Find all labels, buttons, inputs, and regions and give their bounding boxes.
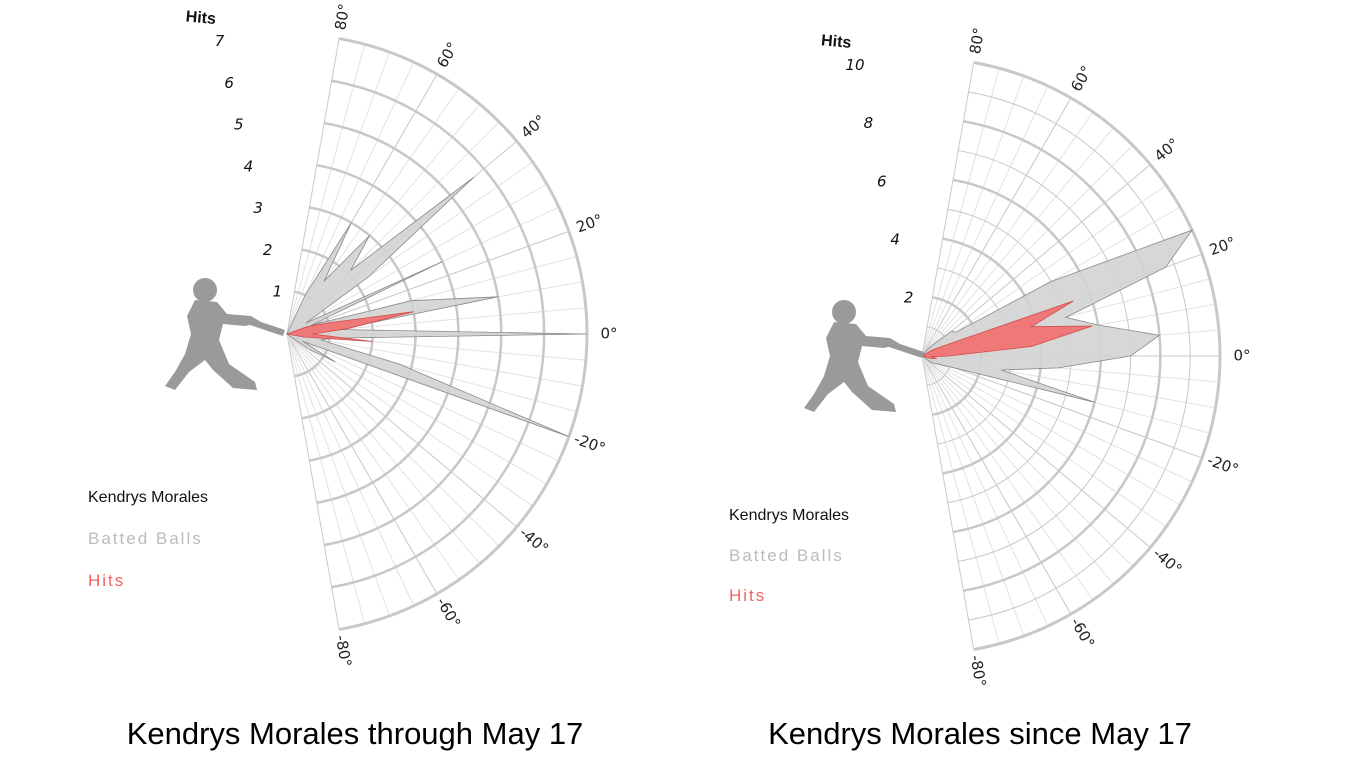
- radial-tick-label: 7: [215, 32, 225, 50]
- chart-since-may-17: 80° 60° 40° 20° 0° -20° -40° -60° -80° 2 4 6 8 10 Hits…: [729, 26, 1251, 751]
- grid-spoke: [286, 333, 560, 462]
- angle-tick-label: 80°: [966, 26, 988, 55]
- radial-tick-label: 8: [864, 114, 874, 132]
- angle-tick-label: 40°: [517, 111, 549, 142]
- angle-tick-label: 20°: [574, 210, 605, 236]
- series-hits: [920, 300, 1093, 359]
- grid-spoke: [286, 333, 518, 528]
- grid-ring: [973, 61, 1222, 651]
- grid-spoke: [286, 333, 500, 547]
- radial-tick-label: 1: [273, 283, 283, 301]
- grid-spoke: [286, 183, 548, 335]
- grid-spoke: [286, 61, 415, 335]
- radial-axis-title: Hits: [820, 32, 852, 52]
- axis-labels: 80° 60° 40° 20° 0° -20° -40° -60° -80° 2 4 6 8 10 Hits: [820, 26, 1250, 688]
- series-batted-balls: [921, 229, 1194, 403]
- radial-tick-label: 2: [904, 288, 914, 306]
- grid-spoke: [286, 230, 570, 335]
- grid-spoke: [921, 62, 975, 357]
- angle-tick-label: -60°: [1067, 614, 1099, 651]
- legend: Kendrys Morales Batted Balls Hits: [729, 507, 849, 605]
- grid-spoke: [286, 333, 340, 630]
- grid-spoke: [286, 51, 391, 335]
- legend-player: Kendrys Morales: [88, 489, 208, 506]
- grid-ring: [968, 91, 1191, 621]
- grid-spoke: [286, 333, 583, 387]
- legend-batted-balls: Batted Balls: [88, 529, 203, 548]
- grid-spoke: [286, 333, 366, 624]
- angle-tick-label: 60°: [433, 39, 462, 71]
- grid-spoke: [286, 38, 340, 335]
- chart-title: Kendrys Morales since May 17: [768, 716, 1192, 751]
- angle-tick-label: 80°: [331, 2, 353, 31]
- radial-tick-label: 6: [224, 74, 234, 92]
- chart-title: Kendrys Morales through May 17: [127, 716, 584, 751]
- grid-spoke: [286, 333, 460, 581]
- legend: Kendrys Morales Batted Balls Hits: [88, 489, 208, 590]
- angle-tick-label: -80°: [966, 654, 989, 689]
- angle-tick-label: 20°: [1207, 233, 1238, 259]
- legend-player: Kendrys Morales: [729, 507, 849, 524]
- grid-spoke: [286, 333, 481, 565]
- series-layer: [920, 229, 1194, 403]
- batter-silhouette-icon: [804, 300, 924, 412]
- angle-tick-label: 0°: [1233, 347, 1250, 365]
- radial-tick-label: 3: [253, 199, 263, 217]
- angle-tick-label: -20°: [1205, 451, 1241, 479]
- angle-tick-label: -40°: [516, 523, 552, 557]
- radial-tick-label: 6: [877, 172, 887, 190]
- angle-tick-label: -60°: [433, 594, 465, 631]
- chart-through-may-17: 80° 60° 40° 20° 0° -20° -40° -60° -80° 1 2 3 4 5 6 7 Hit…: [88, 2, 618, 751]
- angle-tick-label: 60°: [1067, 63, 1096, 95]
- radial-axis-title: Hits: [185, 8, 217, 28]
- radial-tick-label: 4: [890, 230, 900, 248]
- series-hits: [285, 311, 414, 342]
- radial-tick-label: 10: [845, 56, 864, 74]
- legend-hits: Hits: [88, 571, 125, 590]
- angle-tick-label: -80°: [332, 634, 355, 669]
- grid-spoke: [921, 355, 975, 650]
- radial-tick-label: 2: [263, 241, 273, 259]
- grid-spoke: [286, 333, 391, 617]
- grid-spoke: [286, 333, 415, 607]
- angle-tick-label: 0°: [600, 325, 617, 343]
- series-layer: [285, 176, 588, 437]
- grid-spoke: [286, 333, 438, 595]
- angle-tick-label: -20°: [572, 430, 608, 458]
- grid-spoke: [286, 333, 534, 507]
- radial-tick-label: 5: [234, 116, 244, 134]
- series-batted-balls: [286, 176, 588, 437]
- batter-silhouette-icon: [165, 278, 285, 390]
- legend-hits: Hits: [729, 586, 766, 605]
- angle-tick-label: 40°: [1151, 134, 1183, 165]
- grid-ring: [963, 119, 1162, 593]
- angle-tick-label: -40°: [1149, 544, 1185, 578]
- legend-batted-balls: Batted Balls: [729, 546, 844, 565]
- grid-spoke: [286, 44, 366, 335]
- radial-tick-label: 4: [244, 158, 254, 176]
